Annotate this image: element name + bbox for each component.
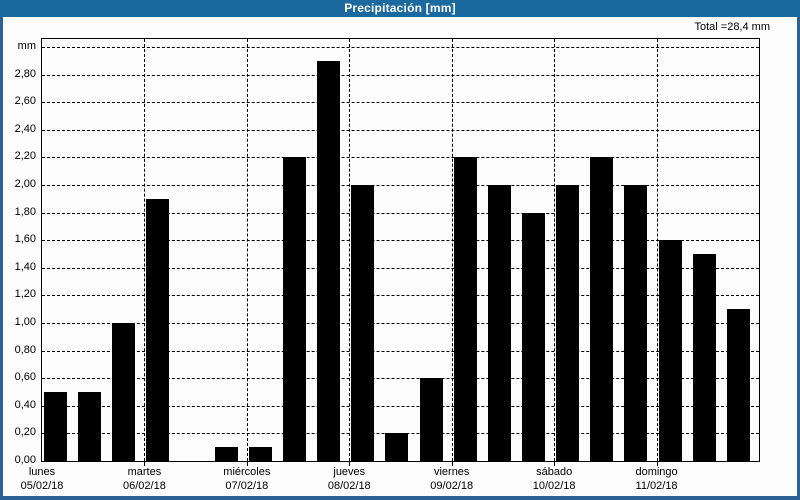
h-gridline (42, 405, 759, 407)
plot-area (41, 38, 760, 462)
precipitation-bar (283, 157, 306, 461)
precipitation-bar (487, 185, 511, 461)
h-gridline (42, 240, 759, 242)
precipitation-bar (317, 60, 341, 461)
day-date: 11/02/18 (635, 479, 678, 492)
day-date: 06/02/18 (123, 479, 166, 492)
x-axis-tick (554, 462, 556, 466)
day-date: 10/02/18 (532, 479, 576, 492)
y-axis-label: 2,20 (14, 150, 36, 163)
h-gridline (42, 212, 759, 214)
y-axis-label: 1,40 (14, 260, 36, 273)
y-axis-label: 0,00 (14, 454, 36, 466)
precipitation-bar (146, 198, 170, 461)
titlebar: Precipitación [mm] (0, 0, 800, 17)
precipitation-bar (624, 185, 648, 461)
day-label: sábado 10/02/18 (504, 466, 604, 493)
precipitation-bar (44, 392, 67, 461)
day-label: jueves 08/02/18 (299, 466, 399, 493)
day-name: miércoles (223, 466, 271, 478)
y-axis-unit-label: mm (17, 40, 36, 52)
x-axis-tick (349, 462, 351, 466)
v-gridline (656, 39, 658, 461)
day-date: 05/02/18 (20, 479, 64, 492)
v-gridline (144, 39, 146, 461)
precipitation-bar (453, 157, 477, 461)
day-label: miércoles 07/02/18 (197, 466, 297, 493)
precipitation-bar (214, 447, 238, 461)
h-gridline (42, 129, 759, 131)
day-date: 09/02/18 (430, 479, 474, 492)
v-gridline (246, 39, 248, 461)
window-border-right (797, 17, 800, 500)
precipitation-bar (419, 378, 443, 461)
y-axis-label: 1,00 (14, 316, 36, 328)
precipitation-bar (248, 447, 272, 461)
y-axis-label: 1,80 (14, 205, 36, 218)
y-axis-label: 0,80 (14, 343, 36, 356)
day-name: lunes (28, 466, 56, 478)
h-gridline (42, 378, 759, 380)
chart-title: Precipitación [mm] (344, 1, 456, 15)
y-axis-label: 2,40 (14, 122, 36, 135)
h-gridline (42, 157, 759, 159)
y-axis-label: 2,00 (14, 178, 36, 190)
h-gridline (42, 323, 759, 324)
precipitation-bar (726, 309, 750, 461)
window-border-bottom (0, 496, 800, 500)
day-name: jueves (333, 466, 366, 478)
precipitation-bar (351, 185, 375, 461)
h-gridline (42, 102, 759, 104)
total-label: Total =28,4 mm (694, 21, 770, 33)
y-axis-label: 2,80 (14, 67, 36, 80)
precipitation-bar (658, 240, 682, 461)
day-name: viernes (433, 466, 470, 478)
h-gridline (42, 350, 759, 352)
day-label: domingo 11/02/18 (607, 466, 707, 493)
x-axis-tick (451, 462, 453, 466)
day-date: 07/02/18 (225, 479, 269, 492)
window-border-left (0, 17, 3, 500)
day-name: martes (127, 466, 162, 478)
v-gridline (349, 39, 351, 461)
precipitation-bar (522, 212, 545, 461)
precipitation-bar (78, 392, 102, 461)
day-name: domingo (635, 466, 678, 478)
v-gridline (451, 39, 453, 461)
x-axis-tick (144, 462, 146, 466)
v-gridline (554, 39, 556, 461)
y-axis-label: 0,40 (14, 398, 36, 411)
precipitation-bar (590, 157, 614, 461)
y-axis-label: 1,60 (14, 233, 36, 246)
h-gridline (42, 295, 759, 297)
precipitation-bar (112, 323, 136, 461)
precipitation-bar (556, 185, 580, 461)
y-axis-label: 0,60 (14, 371, 36, 384)
h-gridline (42, 267, 759, 269)
y-axis-label: 2,60 (14, 95, 36, 108)
day-label: lunes 05/02/18 (0, 466, 92, 493)
x-axis-tick (656, 462, 658, 466)
day-label: martes 06/02/18 (94, 466, 194, 493)
y-axis-label: 1,20 (14, 288, 36, 301)
day-date: 08/02/18 (327, 479, 371, 492)
day-label: viernes 09/02/18 (402, 466, 502, 493)
precipitation-bar (385, 433, 409, 461)
day-name: sábado (536, 466, 573, 478)
h-gridline (42, 47, 759, 48)
precipitation-bar (692, 254, 716, 461)
h-gridline (42, 74, 759, 76)
y-axis-label: 0,20 (14, 426, 36, 439)
x-axis-tick (246, 462, 248, 466)
h-gridline (42, 185, 759, 186)
